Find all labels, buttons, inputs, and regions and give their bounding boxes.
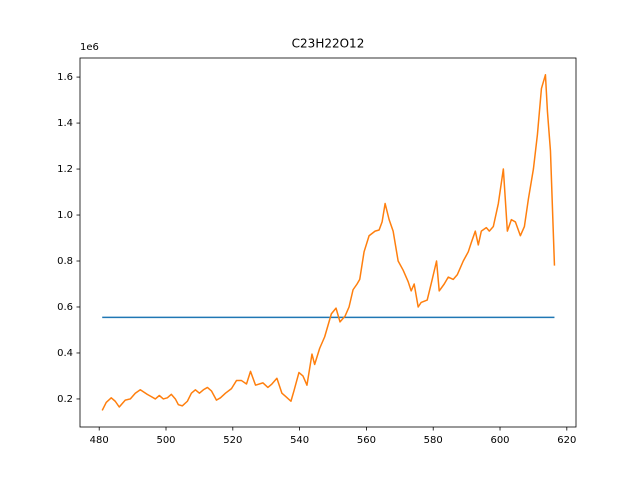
y-tick-label: 1.0: [57, 210, 73, 221]
x-tick-label: 560: [357, 435, 376, 446]
y-tick-label: 1.4: [57, 118, 73, 129]
y-tick-label: 1.2: [57, 164, 73, 175]
plot-frame: [79, 57, 577, 428]
y-tick-label: 0.2: [57, 394, 73, 405]
y-offset-label: 1e6: [80, 42, 99, 53]
x-tick-label: 520: [223, 435, 242, 446]
chart-title: C23H22O12: [292, 37, 365, 51]
x-tick-label: 600: [490, 435, 509, 446]
x-tick-label: 620: [557, 435, 576, 446]
x-tick-label: 540: [290, 435, 309, 446]
y-tick-label: 1.6: [57, 72, 73, 83]
y-tick-label: 0.6: [57, 302, 73, 313]
x-tick-label: 480: [90, 435, 109, 446]
x-tick-label: 500: [156, 435, 175, 446]
data-line: [101, 74, 556, 411]
x-tick-label: 580: [424, 435, 443, 446]
y-tick-label: 0.8: [57, 256, 73, 267]
y-tick-label: 0.4: [57, 348, 73, 359]
